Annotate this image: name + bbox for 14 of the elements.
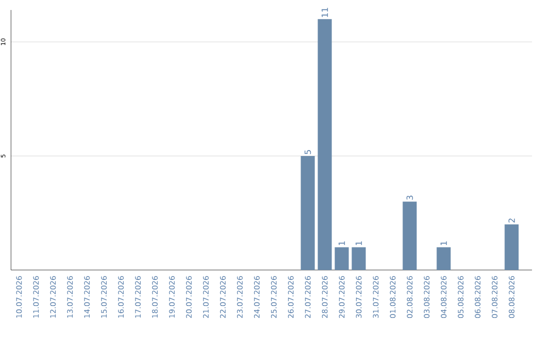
data-label: 5 xyxy=(304,150,311,154)
data-label: 1 xyxy=(356,241,362,246)
bar xyxy=(334,247,349,270)
bar xyxy=(504,224,519,270)
bar xyxy=(300,156,315,270)
data-label: 1 xyxy=(440,241,447,246)
data-label: 3 xyxy=(406,196,413,200)
bar xyxy=(318,19,332,270)
bar xyxy=(352,247,366,270)
data-label: 11 xyxy=(322,8,328,17)
bar xyxy=(402,202,417,270)
bar xyxy=(436,247,451,270)
data-label: 1 xyxy=(338,241,345,246)
data-label: 2 xyxy=(508,218,515,223)
